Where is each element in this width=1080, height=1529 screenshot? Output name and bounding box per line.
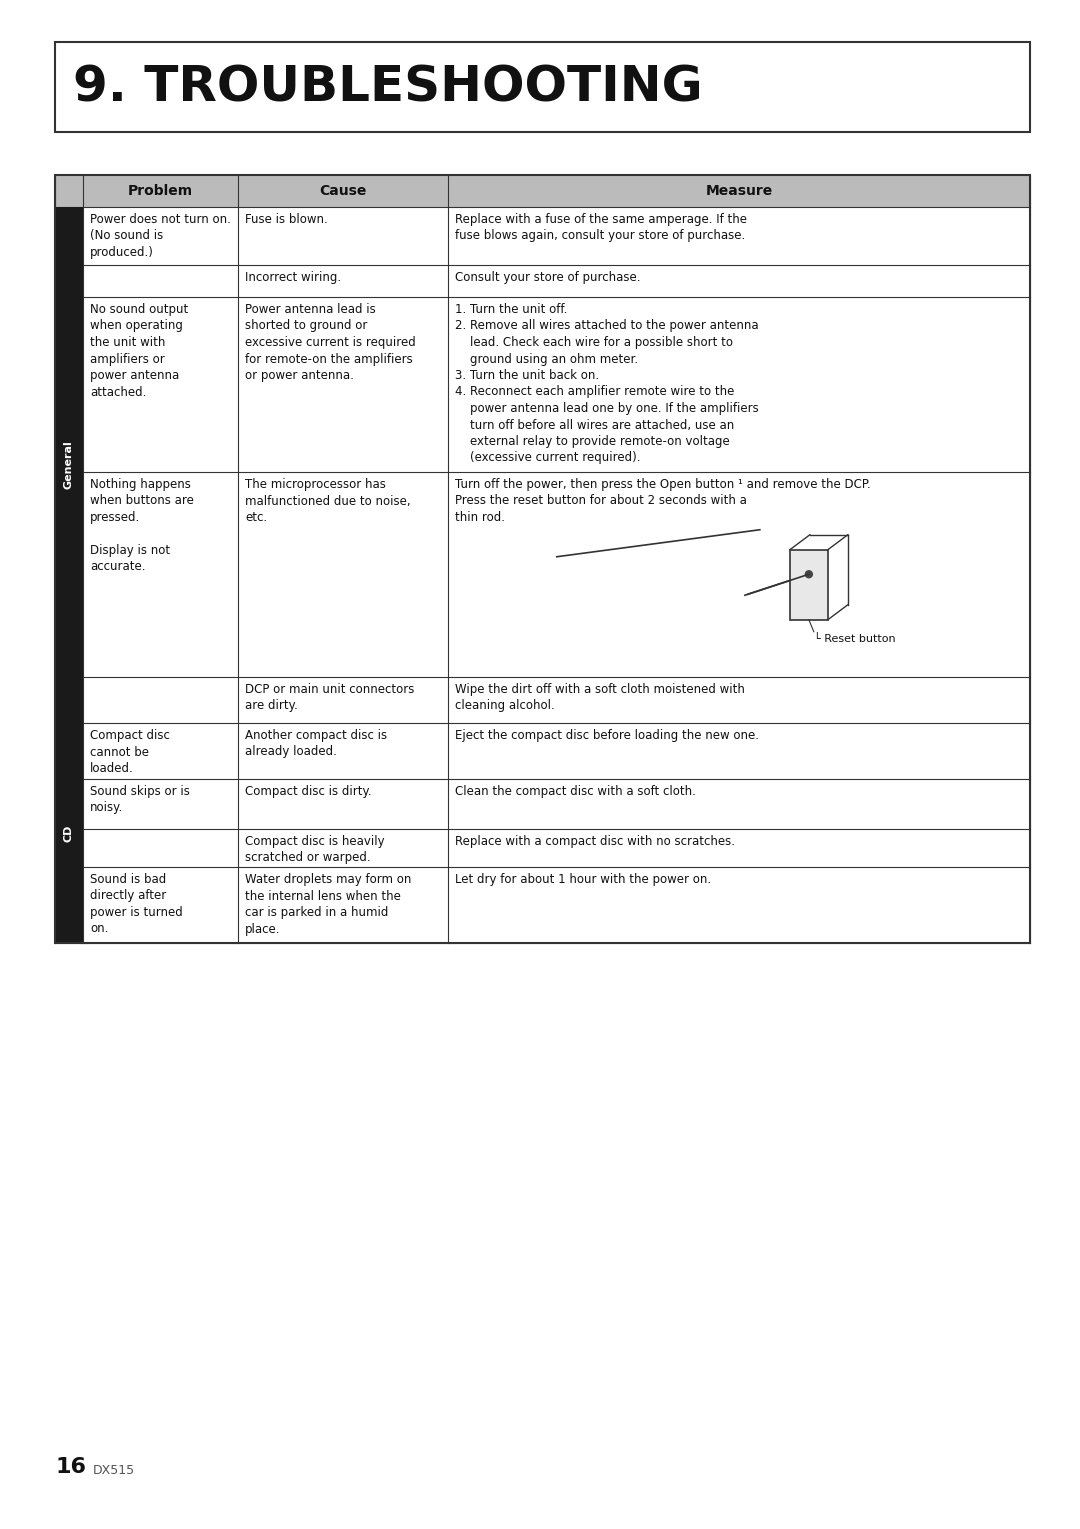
Text: 9. TROUBLESHOOTING: 9. TROUBLESHOOTING	[73, 63, 703, 112]
Text: Fuse is blown.: Fuse is blown.	[245, 213, 327, 226]
Text: DCP or main unit connectors
are dirty.: DCP or main unit connectors are dirty.	[245, 683, 415, 713]
Text: Replace with a fuse of the same amperage. If the
fuse blows again, consult your : Replace with a fuse of the same amperage…	[455, 213, 747, 243]
Text: Sound is bad
directly after
power is turned
on.: Sound is bad directly after power is tur…	[90, 873, 183, 936]
Text: Compact disc is heavily
scratched or warped.: Compact disc is heavily scratched or war…	[245, 835, 384, 864]
Text: └ Reset button: └ Reset button	[814, 633, 895, 644]
Text: Water droplets may form on
the internal lens when the
car is parked in a humid
p: Water droplets may form on the internal …	[245, 873, 411, 936]
Text: Measure: Measure	[705, 183, 772, 197]
Text: Problem: Problem	[127, 183, 193, 197]
Text: Turn off the power, then press the Open button ¹ and remove the DCP.
Press the r: Turn off the power, then press the Open …	[455, 479, 870, 524]
Text: Consult your store of purchase.: Consult your store of purchase.	[455, 271, 640, 284]
Text: Wipe the dirt off with a soft cloth moistened with
cleaning alcohol.: Wipe the dirt off with a soft cloth mois…	[455, 683, 745, 713]
Text: The microprocessor has
malfunctioned due to noise,
etc.: The microprocessor has malfunctioned due…	[245, 479, 410, 524]
Text: Replace with a compact disc with no scratches.: Replace with a compact disc with no scra…	[455, 835, 735, 849]
Text: Cause: Cause	[320, 183, 367, 197]
Text: Nothing happens
when buttons are
pressed.

Display is not
accurate.: Nothing happens when buttons are pressed…	[90, 479, 194, 573]
Text: Incorrect wiring.: Incorrect wiring.	[245, 271, 341, 284]
Bar	[55, 174, 1030, 943]
Text: DX515: DX515	[93, 1463, 135, 1477]
Text: 16: 16	[55, 1457, 86, 1477]
Text: Power does not turn on.
(No sound is
produced.): Power does not turn on. (No sound is pro…	[90, 213, 231, 258]
Text: No sound output
when operating
the unit with
amplifiers or
power antenna
attache: No sound output when operating the unit …	[90, 303, 188, 399]
Text: CD: CD	[64, 824, 75, 841]
Text: Let dry for about 1 hour with the power on.: Let dry for about 1 hour with the power …	[455, 873, 711, 885]
Circle shape	[806, 570, 812, 578]
Bar	[55, 723, 83, 943]
Text: Another compact disc is
already loaded.: Another compact disc is already loaded.	[245, 729, 387, 758]
Text: Compact disc
cannot be
loaded.: Compact disc cannot be loaded.	[90, 729, 170, 775]
Text: Eject the compact disc before loading the new one.: Eject the compact disc before loading th…	[455, 729, 759, 742]
Text: Compact disc is dirty.: Compact disc is dirty.	[245, 784, 372, 798]
Text: General: General	[64, 440, 75, 489]
Bar	[55, 41, 1030, 131]
Bar	[55, 174, 1030, 206]
Text: Sound skips or is
noisy.: Sound skips or is noisy.	[90, 784, 190, 815]
Bar	[55, 206, 83, 723]
Text: 1. Turn the unit off.
2. Remove all wires attached to the power antenna
    lead: 1. Turn the unit off. 2. Remove all wire…	[455, 303, 759, 465]
Text: Power antenna lead is
shorted to ground or
excessive current is required
for rem: Power antenna lead is shorted to ground …	[245, 303, 416, 382]
Bar	[789, 550, 828, 619]
Text: Clean the compact disc with a soft cloth.: Clean the compact disc with a soft cloth…	[455, 784, 696, 798]
